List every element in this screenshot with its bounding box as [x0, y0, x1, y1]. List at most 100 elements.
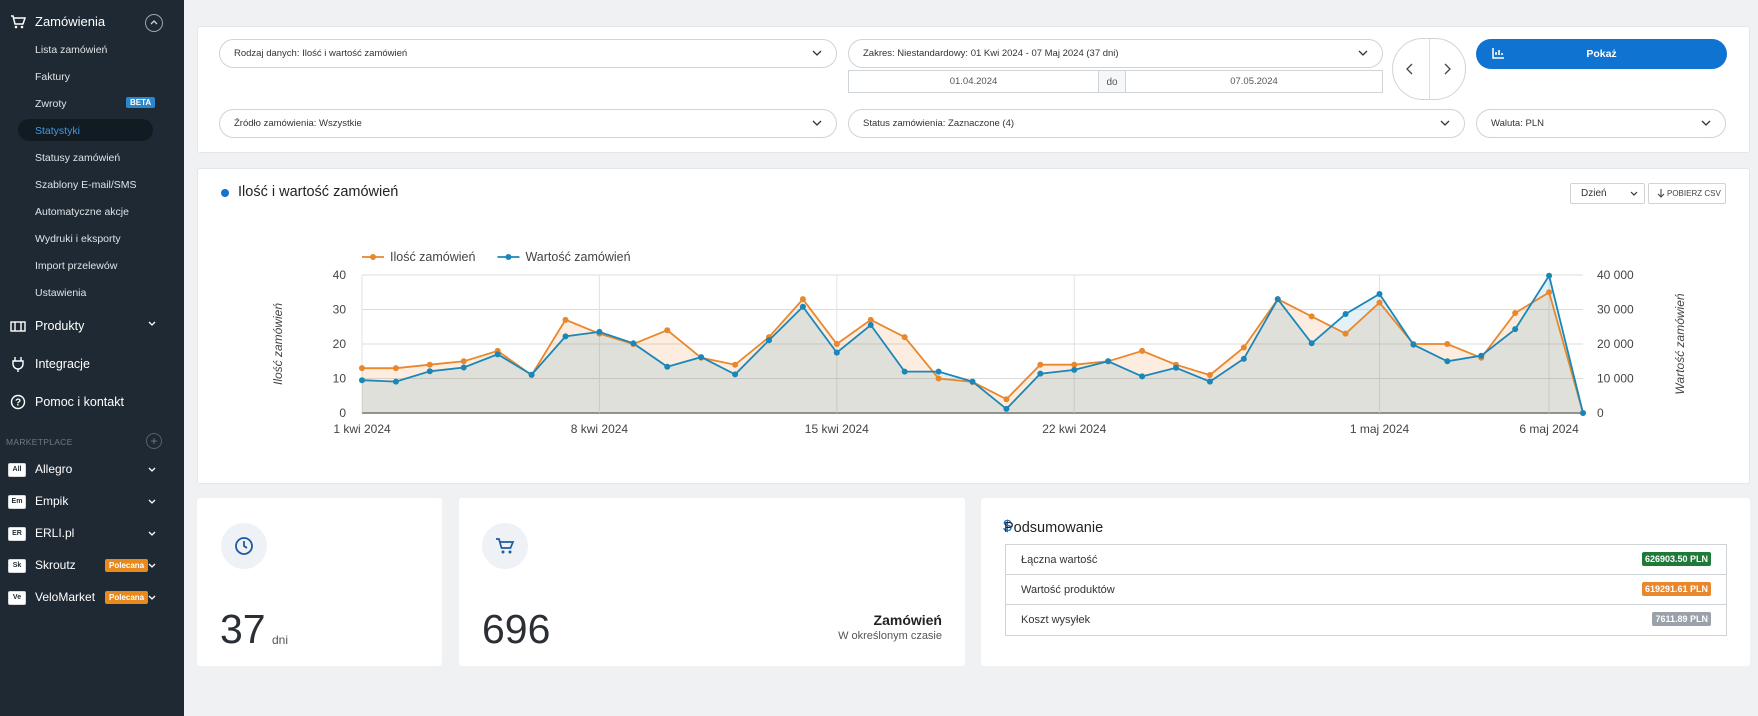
data-point [460, 358, 467, 365]
data-point [1546, 289, 1553, 296]
data-point [630, 340, 637, 347]
sidebar-item-erli[interactable]: ER ERLI.pl [0, 523, 184, 547]
chevron-right-icon[interactable] [1443, 63, 1451, 75]
data-point [596, 328, 603, 335]
cart-icon-circle [482, 523, 528, 569]
download-csv-button[interactable]: POBIERZ CSV [1648, 183, 1726, 204]
data-point [562, 333, 569, 340]
chart-bar-icon [1492, 48, 1504, 59]
chevron-down-icon [148, 467, 156, 472]
chevron-down-icon [148, 563, 156, 568]
y-tick-right: 10 000 [1597, 372, 1634, 386]
sidebar-section-orders[interactable]: Zamówienia [0, 0, 184, 44]
summary-label: Łączna wartość [1021, 554, 1098, 566]
sidebar-item-order-list[interactable]: Lista zamówień [35, 44, 108, 56]
y-tick-left: 30 [333, 303, 347, 317]
products-icon [10, 321, 26, 332]
data-point [867, 316, 874, 323]
sidebar-item-order-statuses[interactable]: Statusy zamówień [35, 152, 121, 164]
download-csv-label: POBIERZ CSV [1667, 189, 1721, 198]
add-marketplace-icon[interactable]: + [146, 433, 162, 449]
date-to-input[interactable] [1125, 70, 1383, 93]
currency-value: Waluta: PLN [1491, 118, 1544, 129]
y-axis-title-left: Ilość zamówień [271, 303, 285, 385]
period-select[interactable]: Dzień [1570, 183, 1645, 204]
show-button[interactable]: Pokaż [1476, 39, 1727, 69]
y-axis-title-right: Wartość zamówień [1673, 293, 1687, 394]
chevron-down-icon [812, 120, 822, 126]
summary-row-products: Wartość produktów 619291.61 PLN [1006, 575, 1726, 605]
status-select[interactable]: Status zamówienia: Zaznaczone (4) [848, 109, 1465, 138]
data-point [901, 334, 908, 341]
sidebar-item-automations[interactable]: Automatyczne akcje [35, 206, 129, 218]
data-type-select[interactable]: Rodzaj danych: Ilość i wartość zamówień [219, 39, 837, 68]
data-point [1342, 330, 1349, 337]
sidebar-item-prints-exports[interactable]: Wydruki i eksporty [35, 233, 121, 245]
sidebar-item-returns[interactable]: Zwroty [35, 98, 67, 110]
y-tick-right: 30 000 [1597, 303, 1634, 317]
sidebar-item-settings[interactable]: Ustawienia [35, 287, 87, 299]
sidebar-item-velomarket[interactable]: Ve VeloMarket Polecana [0, 587, 184, 611]
x-tick-label: 22 kwi 2024 [1042, 422, 1106, 436]
marketplace-header: MARKETPLACE [6, 437, 73, 447]
chevron-down-icon [148, 531, 156, 536]
data-point [833, 349, 840, 356]
recommended-badge: Polecana [105, 591, 149, 604]
series-area [362, 292, 1583, 413]
summary-row-shipping: Koszt wysyłek 7611.89 PLN [1006, 605, 1726, 635]
collapse-toggle-icon[interactable] [145, 14, 163, 32]
source-select[interactable]: Źródło zamówienia: Wszystkie [219, 109, 837, 138]
chevron-down-icon [148, 499, 156, 504]
data-point [1376, 299, 1383, 306]
chevron-down-icon [1358, 50, 1368, 56]
help-icon: ? [10, 394, 26, 410]
sidebar-item-transfer-import[interactable]: Import przelewów [35, 260, 118, 272]
sidebar-item-allegro[interactable]: All Allegro [0, 459, 184, 483]
sidebar-item-label: Pomoc i kontakt [35, 395, 124, 409]
marketplace-label: Empik [35, 494, 69, 508]
data-point [562, 316, 569, 323]
sidebar-item-invoices[interactable]: Faktury [35, 71, 71, 83]
orders-value: 696 [482, 606, 551, 652]
chevron-left-icon[interactable] [1406, 63, 1414, 75]
data-point [799, 303, 806, 310]
sidebar-item-empik[interactable]: Em Empik [0, 491, 184, 515]
data-point [528, 371, 535, 378]
date-from-input[interactable] [848, 70, 1099, 93]
allegro-icon: All [8, 463, 26, 477]
cart-icon [11, 15, 26, 29]
clock-icon-circle [221, 523, 267, 569]
data-point [1240, 355, 1247, 362]
currency-select[interactable]: Waluta: PLN [1476, 109, 1726, 138]
series-area [362, 275, 1583, 413]
data-point [460, 364, 467, 371]
data-point [1376, 290, 1383, 297]
data-point [1274, 296, 1281, 303]
x-tick-label: 8 kwi 2024 [571, 422, 629, 436]
date-range-select[interactable]: Zakres: Niestandardowy: 01 Kwi 2024 - 07… [848, 39, 1383, 68]
marketplace-label: Allegro [35, 462, 73, 476]
data-point [1003, 396, 1010, 403]
x-tick-label: 15 kwi 2024 [805, 422, 869, 436]
data-point [901, 368, 908, 375]
sidebar-item-products[interactable]: Produkty [0, 312, 184, 340]
sidebar-item-templates[interactable]: Szablony E-mail/SMS [35, 179, 137, 191]
sidebar-item-integrations[interactable]: Integracje [0, 350, 184, 378]
data-point [1139, 373, 1146, 380]
data-point [1071, 366, 1078, 373]
data-point [732, 361, 739, 368]
sidebar-item-help[interactable]: ? Pomoc i kontakt [0, 388, 184, 416]
erli-icon: ER [8, 527, 26, 541]
dollar-icon: $ [1003, 518, 1012, 535]
data-point [935, 375, 942, 382]
sidebar-item-skroutz[interactable]: Sk Skroutz Polecana [0, 555, 184, 579]
data-point [799, 296, 806, 303]
chart-card [197, 168, 1750, 484]
summary-table: Łączna wartość 626903.50 PLN Wartość pro… [1005, 544, 1727, 636]
cart-icon [496, 538, 515, 554]
summary-value-badge: 7611.89 PLN [1652, 612, 1711, 626]
show-button-label: Pokaż [1586, 48, 1617, 60]
data-type-value: Rodzaj danych: Ilość i wartość zamówień [234, 48, 408, 59]
sidebar-item-statistics[interactable]: Statystyki [35, 125, 80, 137]
data-point [1173, 364, 1179, 371]
